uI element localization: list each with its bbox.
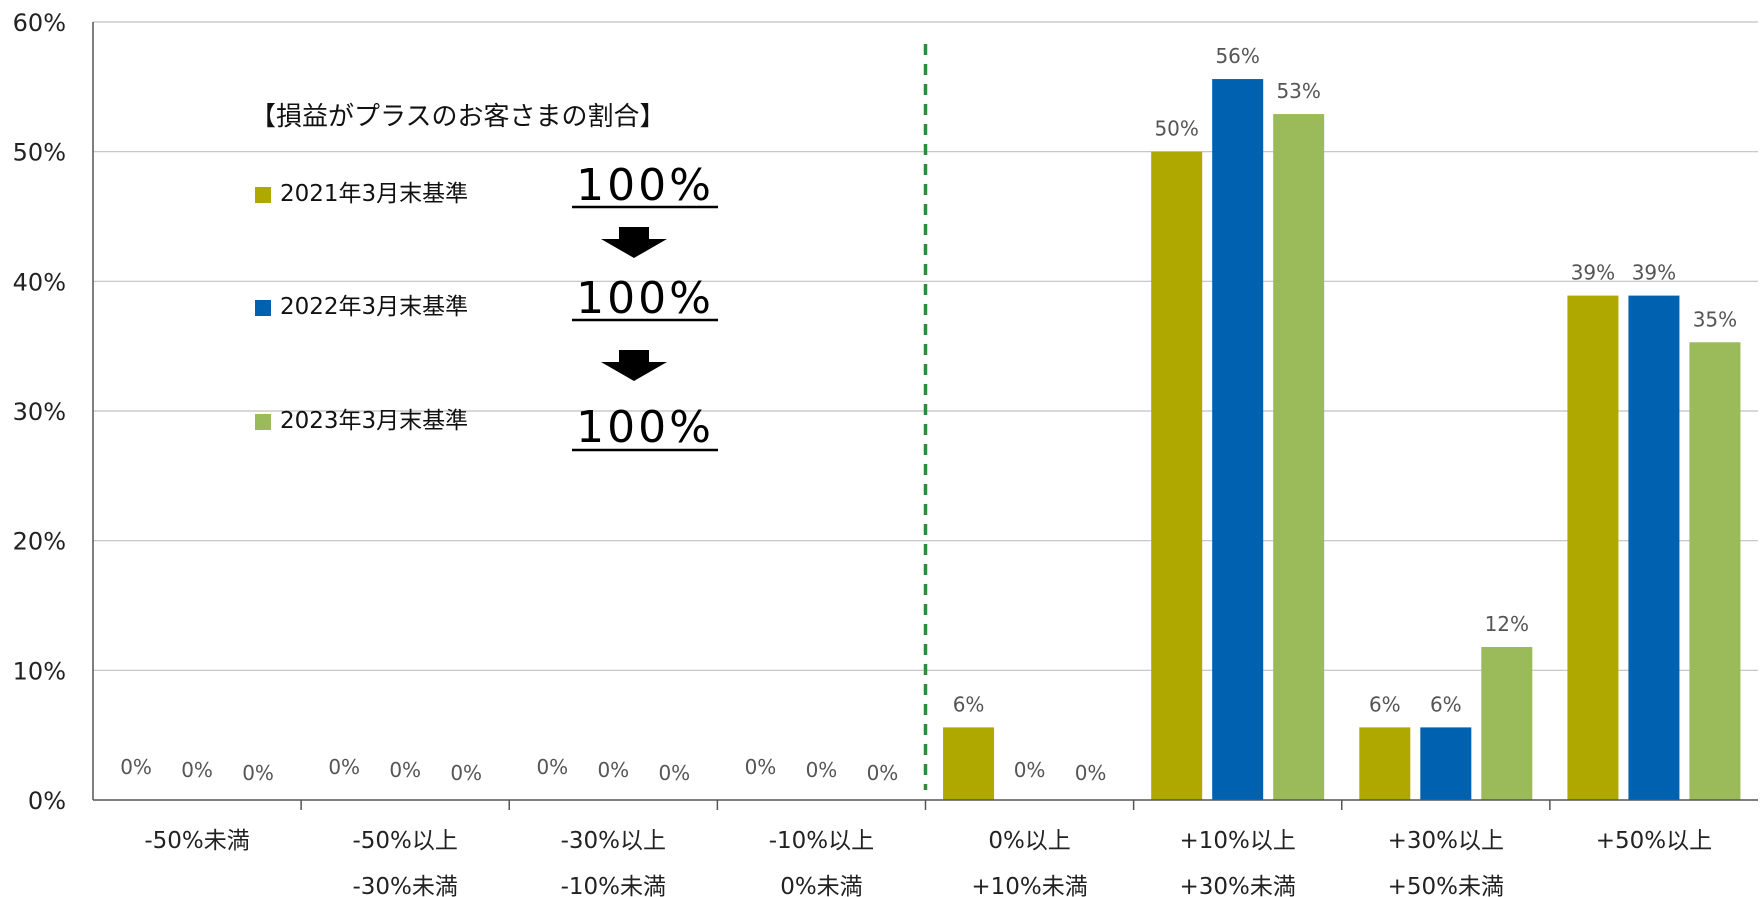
legend-box: 【損益がプラスのお客さまの割合】 2021年3月末基準 100% 2022年3月… xyxy=(250,102,718,453)
data-label: 0% xyxy=(745,755,777,779)
legend-title: 【損益がプラスのお客さまの割合】 xyxy=(250,102,665,132)
bar xyxy=(1212,79,1264,800)
x-tick-label: +30%未満 xyxy=(1179,874,1295,897)
x-tick-label: -30%以上 xyxy=(561,828,666,854)
data-label: 12% xyxy=(1485,612,1529,636)
y-tick-label: 10% xyxy=(13,657,66,685)
y-tick-label: 30% xyxy=(13,398,66,426)
legend-swatch-2022 xyxy=(255,300,271,316)
data-label: 39% xyxy=(1632,261,1676,285)
data-label: 35% xyxy=(1693,307,1737,331)
data-labels: 0% 0% 0% 0% 6% 50% 6% 39% 0% 0% 0% 0% 0% 56% 6% 39% 0% 0%… xyxy=(120,44,1737,785)
data-label: 0% xyxy=(120,755,152,779)
data-label: 50% xyxy=(1154,117,1198,141)
x-tick-label: -50%未満 xyxy=(144,828,249,854)
legend-label-2021: 2021年3月末基準 xyxy=(280,181,468,207)
data-label: 0% xyxy=(806,758,838,782)
x-axis xyxy=(92,22,1758,810)
bar xyxy=(1420,727,1472,800)
data-label: 56% xyxy=(1215,44,1259,68)
data-label: 0% xyxy=(536,755,568,779)
x-axis-tick-labels: -50%未満 -50%以上 -30%未満 -30%以上 -10%未満 -10%以上 0%未満… xyxy=(144,828,1712,897)
legend-label-2023: 2023年3月末基準 xyxy=(280,408,468,434)
data-label: 0% xyxy=(181,758,213,782)
legend-value-2022: 100% xyxy=(576,273,714,324)
data-label: 0% xyxy=(450,761,482,785)
bar xyxy=(1151,151,1203,800)
bar xyxy=(1689,342,1741,800)
legend-label-2022: 2022年3月末基準 xyxy=(280,294,468,320)
data-label: 6% xyxy=(953,692,985,716)
down-arrow-icon xyxy=(601,227,667,258)
bar xyxy=(943,727,995,800)
y-tick-label: 60% xyxy=(13,9,66,37)
y-tick-label: 50% xyxy=(13,139,66,167)
x-tick-label: +10%以上 xyxy=(1179,828,1295,854)
down-arrow-icon xyxy=(601,350,667,381)
y-tick-label: 20% xyxy=(13,528,66,556)
x-tick-label: -30%未満 xyxy=(352,874,457,897)
y-axis-ticks: 0% 10% 20% 30% 40% 50% 60% xyxy=(13,9,66,815)
x-tick-label: 0%以上 xyxy=(988,828,1071,854)
x-tick-label: -10%以上 xyxy=(769,828,874,854)
bar xyxy=(1567,295,1619,800)
legend-swatch-2021 xyxy=(255,187,271,203)
data-label: 0% xyxy=(389,758,421,782)
x-tick-label: +10%未満 xyxy=(971,874,1087,897)
bar xyxy=(1273,114,1325,800)
data-label: 39% xyxy=(1571,261,1615,285)
data-label: 0% xyxy=(597,758,629,782)
bar xyxy=(1359,727,1411,800)
y-tick-label: 0% xyxy=(28,787,66,815)
x-tick-label: +30%以上 xyxy=(1388,828,1504,854)
data-label: 6% xyxy=(1430,692,1462,716)
data-label: 0% xyxy=(1014,758,1046,782)
bar xyxy=(1628,295,1680,800)
data-label: 6% xyxy=(1369,692,1401,716)
x-tick-label: 0%未満 xyxy=(780,874,863,897)
data-label: 0% xyxy=(242,761,274,785)
y-tick-label: 40% xyxy=(13,268,66,296)
data-label: 0% xyxy=(658,761,690,785)
legend-value-2023: 100% xyxy=(576,402,714,453)
bars xyxy=(943,79,1741,800)
legend-swatch-2023 xyxy=(255,414,271,430)
data-label: 0% xyxy=(867,761,899,785)
x-tick-label: +50%未満 xyxy=(1388,874,1504,897)
data-label: 0% xyxy=(328,755,360,779)
data-label: 0% xyxy=(1075,761,1107,785)
x-tick-label: +50%以上 xyxy=(1596,828,1712,854)
x-tick-label: -10%未満 xyxy=(561,874,666,897)
legend-value-2021: 100% xyxy=(576,160,714,211)
bar xyxy=(1481,646,1533,800)
data-label: 53% xyxy=(1276,79,1320,103)
x-tick-label: -50%以上 xyxy=(352,828,457,854)
